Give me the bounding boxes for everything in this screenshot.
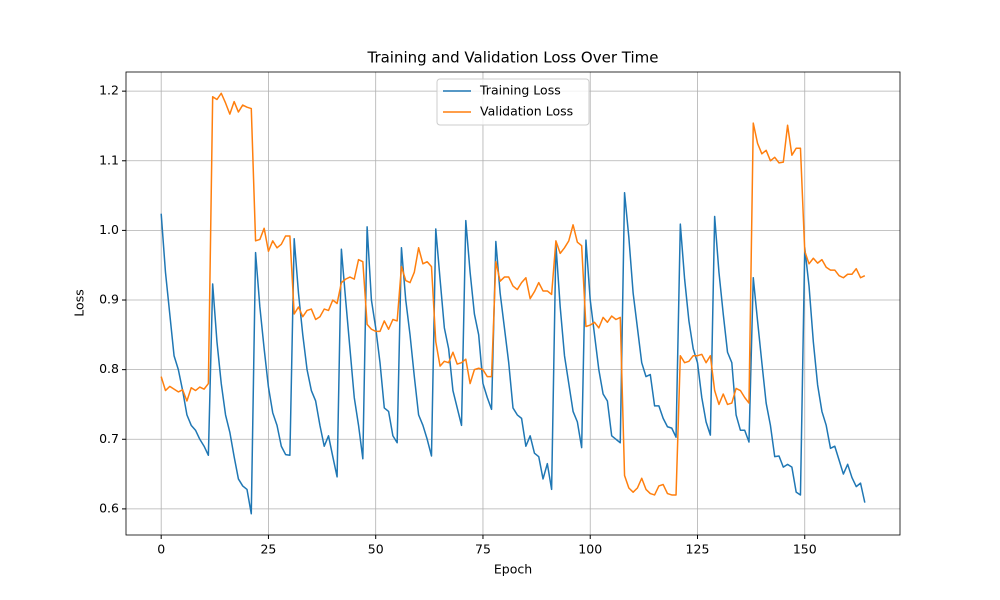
chart-title: Training and Validation Loss Over Time: [366, 49, 658, 67]
legend-label: Validation Loss: [480, 104, 573, 119]
line-series: [160, 92, 866, 496]
y-tick-label: 1.0: [99, 222, 119, 237]
y-tick-label: 1.1: [99, 152, 119, 167]
y-tick-label: 0.9: [99, 292, 119, 307]
legend-box: [436, 78, 590, 126]
x-axis-label: Epoch: [494, 562, 532, 577]
x-tick-label: 125: [686, 542, 710, 557]
y-tick-label: 1.2: [99, 83, 119, 98]
x-tick-label: 75: [475, 542, 491, 557]
y-tick-label: 0.8: [99, 361, 119, 376]
x-tick-label: 25: [260, 542, 276, 557]
y-axis-label: Loss: [72, 289, 87, 316]
axes-frame: [125, 71, 901, 536]
x-tick-label: 100: [578, 542, 602, 557]
y-tick-label: 0.7: [99, 431, 119, 446]
line-series: [160, 192, 866, 515]
legend: Training Loss Validation Loss: [436, 78, 590, 126]
legend-label: Training Loss: [479, 83, 561, 98]
x-tick-label: 0: [157, 542, 165, 557]
x-tick-label: 150: [793, 542, 817, 557]
y-tick-label: 0.6: [99, 500, 119, 515]
x-tick-label: 50: [368, 542, 384, 557]
